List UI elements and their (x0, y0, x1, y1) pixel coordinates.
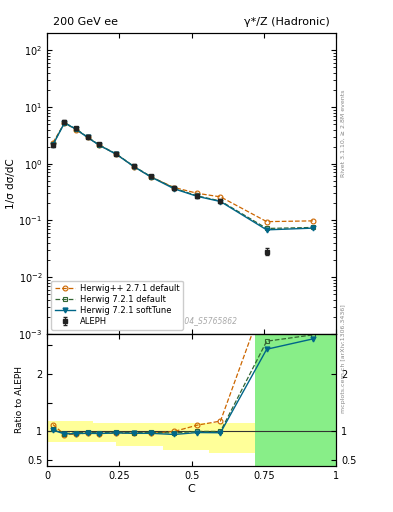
Herwig++ 2.7.1 default (172, 184, 176, 190)
Herwig 7.2.1 default (218, 198, 223, 204)
Legend: Herwig++ 2.7.1 default, Herwig 7.2.1 default, Herwig 7.2.1 softTune, ALEPH: Herwig++ 2.7.1 default, Herwig 7.2.1 def… (51, 281, 183, 330)
Herwig 7.2.1 default (62, 120, 67, 126)
Herwig 7.2.1 softTune (114, 152, 119, 158)
Herwig 7.2.1 softTune (149, 174, 154, 180)
Herwig 7.2.1 default (97, 142, 101, 148)
Herwig++ 2.7.1 default (62, 120, 67, 126)
Herwig 7.2.1 softTune (85, 135, 90, 141)
Herwig++ 2.7.1 default (195, 190, 200, 197)
Herwig 7.2.1 default (149, 174, 154, 180)
Herwig 7.2.1 default (51, 141, 55, 147)
Herwig++ 2.7.1 default (74, 126, 79, 133)
Herwig 7.2.1 softTune (51, 142, 55, 148)
Herwig 7.2.1 default (310, 224, 315, 230)
Herwig++ 2.7.1 default (310, 218, 315, 224)
Herwig++ 2.7.1 default (85, 134, 90, 140)
Line: Herwig++ 2.7.1 default: Herwig++ 2.7.1 default (51, 121, 315, 224)
Y-axis label: 1/σ dσ/dC: 1/σ dσ/dC (6, 158, 16, 209)
Herwig 7.2.1 default (172, 185, 176, 191)
Herwig 7.2.1 default (114, 151, 119, 157)
Herwig++ 2.7.1 default (97, 142, 101, 148)
Herwig 7.2.1 default (74, 126, 79, 132)
Herwig 7.2.1 softTune (172, 186, 176, 192)
Herwig 7.2.1 default (85, 134, 90, 140)
Text: mcplots.cern.ch [arXiv:1306.3436]: mcplots.cern.ch [arXiv:1306.3436] (341, 304, 346, 413)
Y-axis label: Ratio to ALEPH: Ratio to ALEPH (15, 366, 24, 433)
Herwig 7.2.1 softTune (74, 126, 79, 132)
Line: Herwig 7.2.1 default: Herwig 7.2.1 default (51, 120, 315, 231)
Text: 200 GeV ee: 200 GeV ee (53, 17, 118, 27)
Herwig 7.2.1 default (132, 163, 136, 169)
Herwig++ 2.7.1 default (132, 163, 136, 169)
Herwig++ 2.7.1 default (51, 140, 55, 146)
Herwig 7.2.1 softTune (62, 120, 67, 126)
Herwig 7.2.1 softTune (97, 142, 101, 148)
X-axis label: C: C (188, 483, 195, 494)
Line: Herwig 7.2.1 softTune: Herwig 7.2.1 softTune (51, 120, 315, 232)
Herwig 7.2.1 default (195, 193, 200, 199)
Herwig++ 2.7.1 default (149, 174, 154, 180)
Herwig 7.2.1 default (264, 225, 269, 231)
Text: ALEPH_2004_S5765862: ALEPH_2004_S5765862 (146, 316, 237, 325)
Herwig++ 2.7.1 default (114, 152, 119, 158)
Herwig 7.2.1 softTune (218, 199, 223, 205)
Herwig 7.2.1 softTune (310, 225, 315, 231)
Text: Rivet 3.1.10, ≥ 2.8M events: Rivet 3.1.10, ≥ 2.8M events (341, 90, 346, 177)
Text: γ*/Z (Hadronic): γ*/Z (Hadronic) (244, 17, 330, 27)
Herwig 7.2.1 softTune (195, 194, 200, 200)
Herwig++ 2.7.1 default (264, 219, 269, 225)
Herwig++ 2.7.1 default (218, 194, 223, 200)
Herwig 7.2.1 softTune (264, 227, 269, 233)
Herwig 7.2.1 softTune (132, 163, 136, 169)
